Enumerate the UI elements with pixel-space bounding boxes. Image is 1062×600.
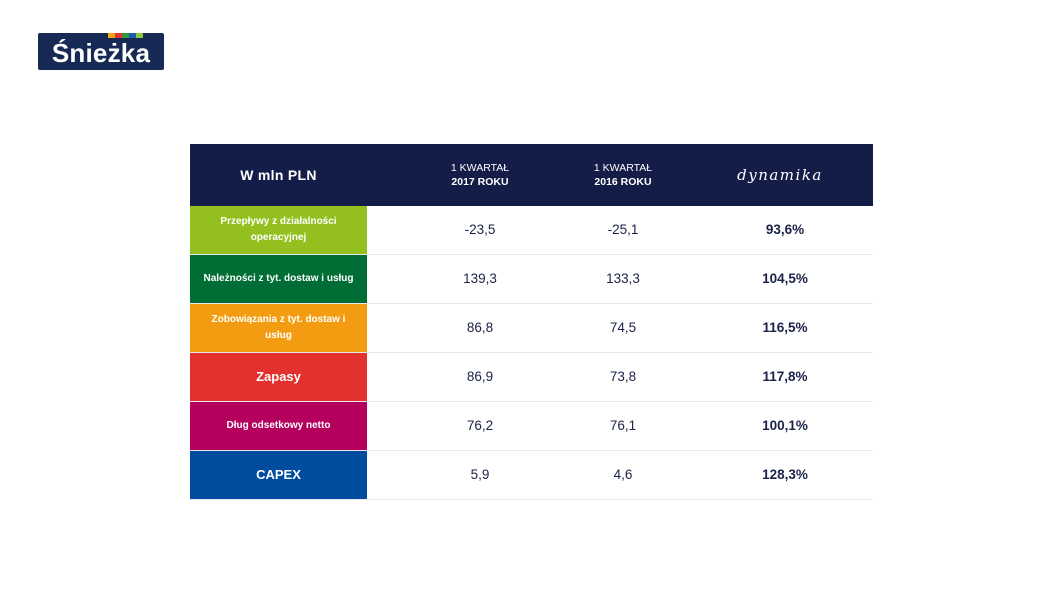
dynamics-value: 100,1%: [762, 418, 808, 433]
dynamics-value: 117,8%: [762, 369, 808, 384]
table-row: Przepływy z działalności operacyjnej -23…: [190, 206, 873, 255]
value-2016: 74,5: [609, 320, 637, 335]
value-2016: 73,8: [609, 369, 637, 384]
column-header-2017: 1 KWARTAŁ 2017 ROKU: [435, 161, 525, 189]
logo-stripe: [115, 33, 122, 38]
column-header-2016: 1 KWARTAŁ 2016 ROKU: [578, 161, 668, 189]
table-row: Dług odsetkowy netto 76,2 76,1 100,1%: [190, 402, 873, 451]
value-2017: 76,2: [466, 418, 494, 433]
logo-text: Śnieżka: [51, 38, 151, 68]
value-2016: 76,1: [609, 418, 637, 433]
row-label: Przepływy z działalności operacyjnej: [190, 206, 367, 254]
column-header-2016-line2: 2016 ROKU: [594, 176, 652, 188]
logo-color-stripes: [108, 33, 143, 38]
value-2016: 133,3: [606, 271, 640, 286]
logo-stripe: [122, 33, 129, 38]
column-header-2017-line2: 2017 ROKU: [451, 176, 509, 188]
value-2016: 4,6: [613, 467, 633, 482]
row-label: Zobowiązania z tyt. dostaw i usług: [190, 304, 367, 352]
value-2017: 86,9: [466, 369, 494, 384]
value-2017: 5,9: [470, 467, 490, 482]
column-header-2017-line1: 1 KWARTAŁ: [450, 162, 510, 174]
value-2017: 139,3: [463, 271, 497, 286]
logo-stripe: [136, 33, 143, 38]
value-2017: 86,8: [466, 320, 494, 335]
dynamics-value: 128,3%: [762, 467, 808, 482]
table-row: Zapasy 86,9 73,8 117,8%: [190, 353, 873, 402]
row-label: Dług odsetkowy netto: [190, 402, 367, 450]
unit-header: W mln PLN: [240, 167, 317, 183]
dynamics-value: 116,5%: [762, 320, 808, 335]
dynamics-value: 93,6%: [765, 222, 805, 237]
value-2017: -23,5: [464, 222, 496, 237]
snieazka-logo: Śnieżka: [38, 33, 164, 70]
column-header-2016-line1: 1 KWARTAŁ: [593, 162, 653, 174]
table-row: Należności z tyt. dostaw i usług 139,3 1…: [190, 255, 873, 304]
financial-table: W mln PLN 1 KWARTAŁ 2017 ROKU 1 KWARTAŁ …: [190, 144, 873, 500]
table-header: W mln PLN 1 KWARTAŁ 2017 ROKU 1 KWARTAŁ …: [190, 144, 873, 206]
row-label: CAPEX: [190, 451, 367, 499]
row-label: Zapasy: [190, 353, 367, 401]
dynamics-header: dynamika: [737, 166, 823, 184]
value-2016: -25,1: [607, 222, 639, 237]
table-row: Zobowiązania z tyt. dostaw i usług 86,8 …: [190, 304, 873, 353]
row-label: Należności z tyt. dostaw i usług: [190, 255, 367, 303]
table-row: CAPEX 5,9 4,6 128,3%: [190, 451, 873, 500]
logo-stripe: [129, 33, 136, 38]
logo-stripe: [108, 33, 115, 38]
dynamics-value: 104,5%: [762, 271, 808, 286]
